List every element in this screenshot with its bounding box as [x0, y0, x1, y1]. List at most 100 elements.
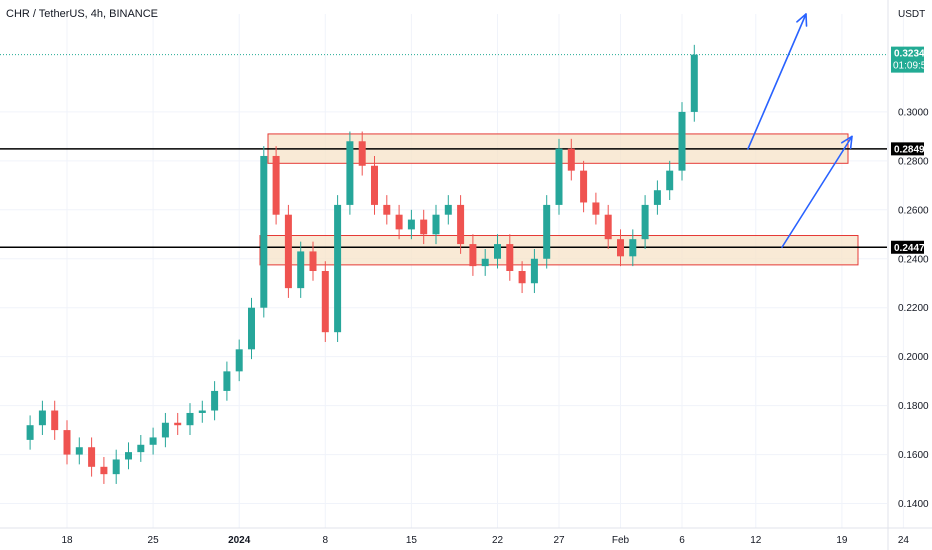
projection-arrows [747, 13, 853, 249]
y-tick-label: 0.2800 [898, 156, 929, 167]
candle-body [51, 410, 59, 431]
price-zone [259, 235, 859, 266]
candle-body [334, 204, 342, 333]
candle-body [555, 148, 563, 205]
y-tick-label: 0.3000 [898, 107, 929, 118]
candle-body [186, 412, 194, 426]
candle-body [63, 430, 71, 455]
candle-body [457, 204, 465, 245]
candle-body [137, 444, 145, 453]
candle-body [518, 271, 526, 284]
current-price-tag: 0.3234 01:09:58 [891, 46, 932, 73]
candle-body [26, 425, 34, 440]
candle-body [666, 170, 674, 191]
candle-body [469, 244, 477, 267]
candle-body [297, 251, 305, 289]
current-price-background [891, 46, 924, 73]
horizontal-levels [0, 54, 887, 249]
candle-body [284, 214, 292, 289]
candle-body [161, 422, 169, 438]
y-tick-label: 0.2200 [898, 303, 929, 314]
candle-body [223, 371, 231, 391]
candle-body [395, 214, 403, 230]
candle-body [211, 390, 219, 411]
candle-body [321, 271, 329, 333]
candle-body [88, 447, 96, 467]
time-axis[interactable]: 18 25 2024 8 15 22 27 Feb 6 12 19 24 [61, 535, 909, 546]
x-tick-label: 19 [836, 535, 848, 546]
x-tick-label: 22 [492, 535, 504, 546]
candle-body [543, 204, 551, 259]
price-axis[interactable]: 0.3000 0.2800 0.2600 0.2400 0.2200 0.200… [898, 107, 929, 510]
x-tick-label: 8 [323, 535, 329, 546]
candle-body [617, 239, 624, 257]
level-price-tag: 0.2849 [891, 142, 925, 156]
candle-body [506, 244, 514, 271]
candle-body [690, 54, 698, 112]
y-tick-label: 0.2600 [898, 205, 929, 216]
candle-body [358, 141, 366, 166]
candle-body [592, 202, 600, 215]
candle-body [432, 214, 440, 235]
level-price-tag: 0.2447 [891, 240, 925, 254]
currency-label[interactable]: USDT [898, 9, 925, 20]
candle-body [567, 148, 575, 171]
candle-body [444, 204, 452, 215]
x-tick-label: 15 [406, 535, 418, 546]
candle-body [653, 190, 661, 205]
candle-body [530, 258, 538, 284]
candle-body [149, 437, 157, 445]
y-tick-label: 0.2400 [898, 254, 929, 265]
candle-body [629, 239, 637, 257]
level-tag-background [891, 142, 924, 156]
candle-body [260, 155, 268, 308]
level-tag-background [891, 240, 924, 254]
candle-body [604, 214, 612, 240]
candles [26, 44, 698, 484]
candle-body [420, 219, 428, 235]
candle-body [38, 410, 46, 426]
candle-body [641, 204, 649, 240]
y-tick-label: 0.1400 [898, 499, 929, 510]
x-tick-label: 12 [750, 535, 762, 546]
candle-body [198, 410, 206, 413]
x-tick-label: 2024 [228, 535, 251, 546]
arrow-head [796, 13, 808, 27]
candle-body [272, 155, 280, 215]
candle-body [580, 170, 588, 203]
candle-body [346, 141, 354, 205]
chart-title: CHR / TetherUS, 4h, BINANCE [6, 8, 158, 20]
y-tick-label: 0.1800 [898, 401, 929, 412]
candle-body [481, 258, 489, 267]
x-tick-label: 24 [898, 535, 910, 546]
candle-body [407, 219, 415, 230]
candle-body [309, 251, 317, 271]
x-tick-label: 25 [148, 535, 160, 546]
countdown-timer: 01:09:58 [893, 61, 932, 72]
y-tick-label: 0.2000 [898, 352, 929, 363]
arrow-shaft [747, 13, 807, 150]
arrow-head [841, 135, 853, 150]
x-tick-label: 18 [61, 535, 73, 546]
candle-body [235, 349, 243, 372]
x-tick-label: 27 [553, 535, 565, 546]
arrow-shaft [781, 135, 853, 249]
candle-body [75, 447, 83, 455]
current-price-value: 0.3234 [894, 49, 925, 60]
level-tag-text: 0.2849 [894, 144, 925, 155]
candle-body [125, 452, 132, 460]
x-tick-label: Feb [612, 535, 630, 546]
level-tag-text: 0.2447 [894, 243, 925, 254]
candle-body [174, 422, 182, 426]
candle-body [100, 466, 108, 475]
candle-body [248, 307, 255, 350]
candle-body [112, 459, 120, 475]
x-tick-label: 6 [679, 535, 685, 546]
candle-body [383, 204, 391, 215]
candle-body [678, 111, 686, 171]
candle-body [494, 244, 501, 259]
candle-body [371, 165, 378, 205]
